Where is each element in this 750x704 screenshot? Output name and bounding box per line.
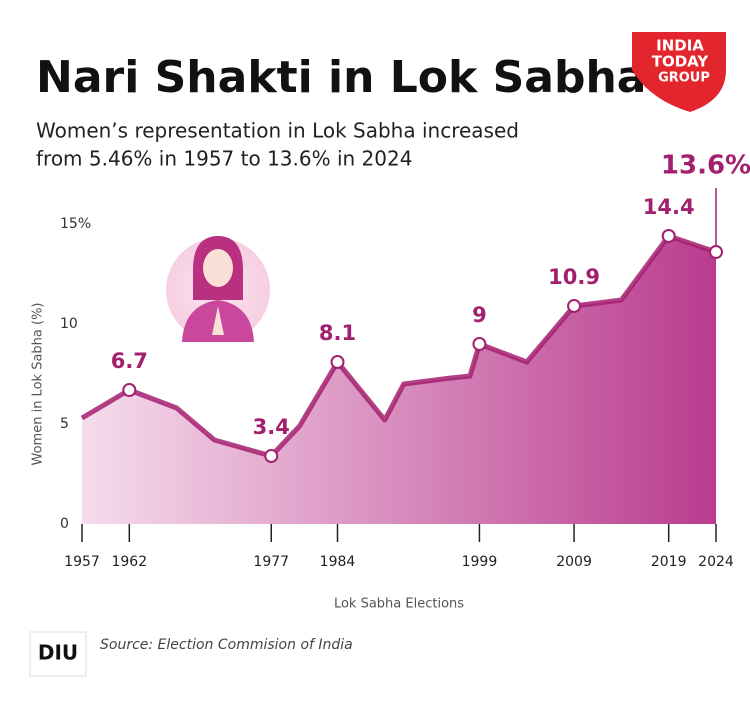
- y-tick-label: 15%: [60, 216, 91, 232]
- footer: DIU Source: Election Commision of India: [29, 631, 353, 677]
- hands: [212, 306, 224, 335]
- face: [203, 249, 233, 287]
- value-label: 14.4: [643, 195, 695, 219]
- logo-text: GROUP: [658, 71, 710, 86]
- x-tick-label: 1984: [320, 554, 356, 570]
- point: [472, 337, 487, 351]
- y-tick-label: 0: [60, 516, 69, 532]
- logo-shape: [632, 32, 726, 112]
- chart: 0 5 10 15% Women in Lok Sabha (%) Lok Sabha E…: [31, 151, 750, 612]
- x-tick-label: 2024: [698, 554, 734, 570]
- x-tick-label: 2019: [651, 554, 687, 570]
- subtitle: Women’s representation in Lok Sabha incr…: [36, 119, 519, 143]
- illustration: [166, 236, 270, 342]
- title: Nari Shakti in Lok Sabha: [36, 52, 646, 103]
- logo-text: TODAY: [652, 53, 710, 71]
- point: [709, 245, 723, 259]
- x-tick-label: 2009: [556, 554, 592, 570]
- x-tick-label: 1962: [111, 554, 147, 570]
- x-axis-label: Lok Sabha Elections: [334, 597, 464, 612]
- value-label: 13.6%: [661, 151, 750, 181]
- point: [661, 229, 676, 243]
- logo: INDIA TODAY GROUP: [632, 32, 726, 112]
- point: [567, 299, 582, 313]
- badge: DIU: [38, 641, 78, 665]
- x-tick-label: 1957: [64, 554, 100, 570]
- value-label: 6.7: [111, 349, 148, 373]
- y-tick-label: 5: [60, 416, 69, 432]
- value-label: 8.1: [319, 321, 356, 345]
- y-tick-label: 10: [60, 316, 78, 332]
- y-axis-label: Women in Lok Sabha (%): [31, 303, 46, 466]
- x-tick-label: 1999: [462, 554, 498, 570]
- subtitle: from 5.46% in 1957 to 13.6% in 2024: [36, 147, 412, 171]
- point: [330, 355, 345, 369]
- x-tick-label: 1977: [253, 554, 289, 570]
- area: [82, 236, 716, 524]
- line: [80, 233, 717, 459]
- value-label: 9: [472, 303, 487, 327]
- badge-box: [29, 631, 87, 677]
- value-label: 10.9: [548, 265, 600, 289]
- logo-text: INDIA: [656, 37, 704, 55]
- point: [264, 449, 279, 463]
- source: Source: Election Commision of India: [100, 637, 353, 653]
- value-label: 3.4: [253, 415, 290, 439]
- point: [122, 383, 137, 397]
